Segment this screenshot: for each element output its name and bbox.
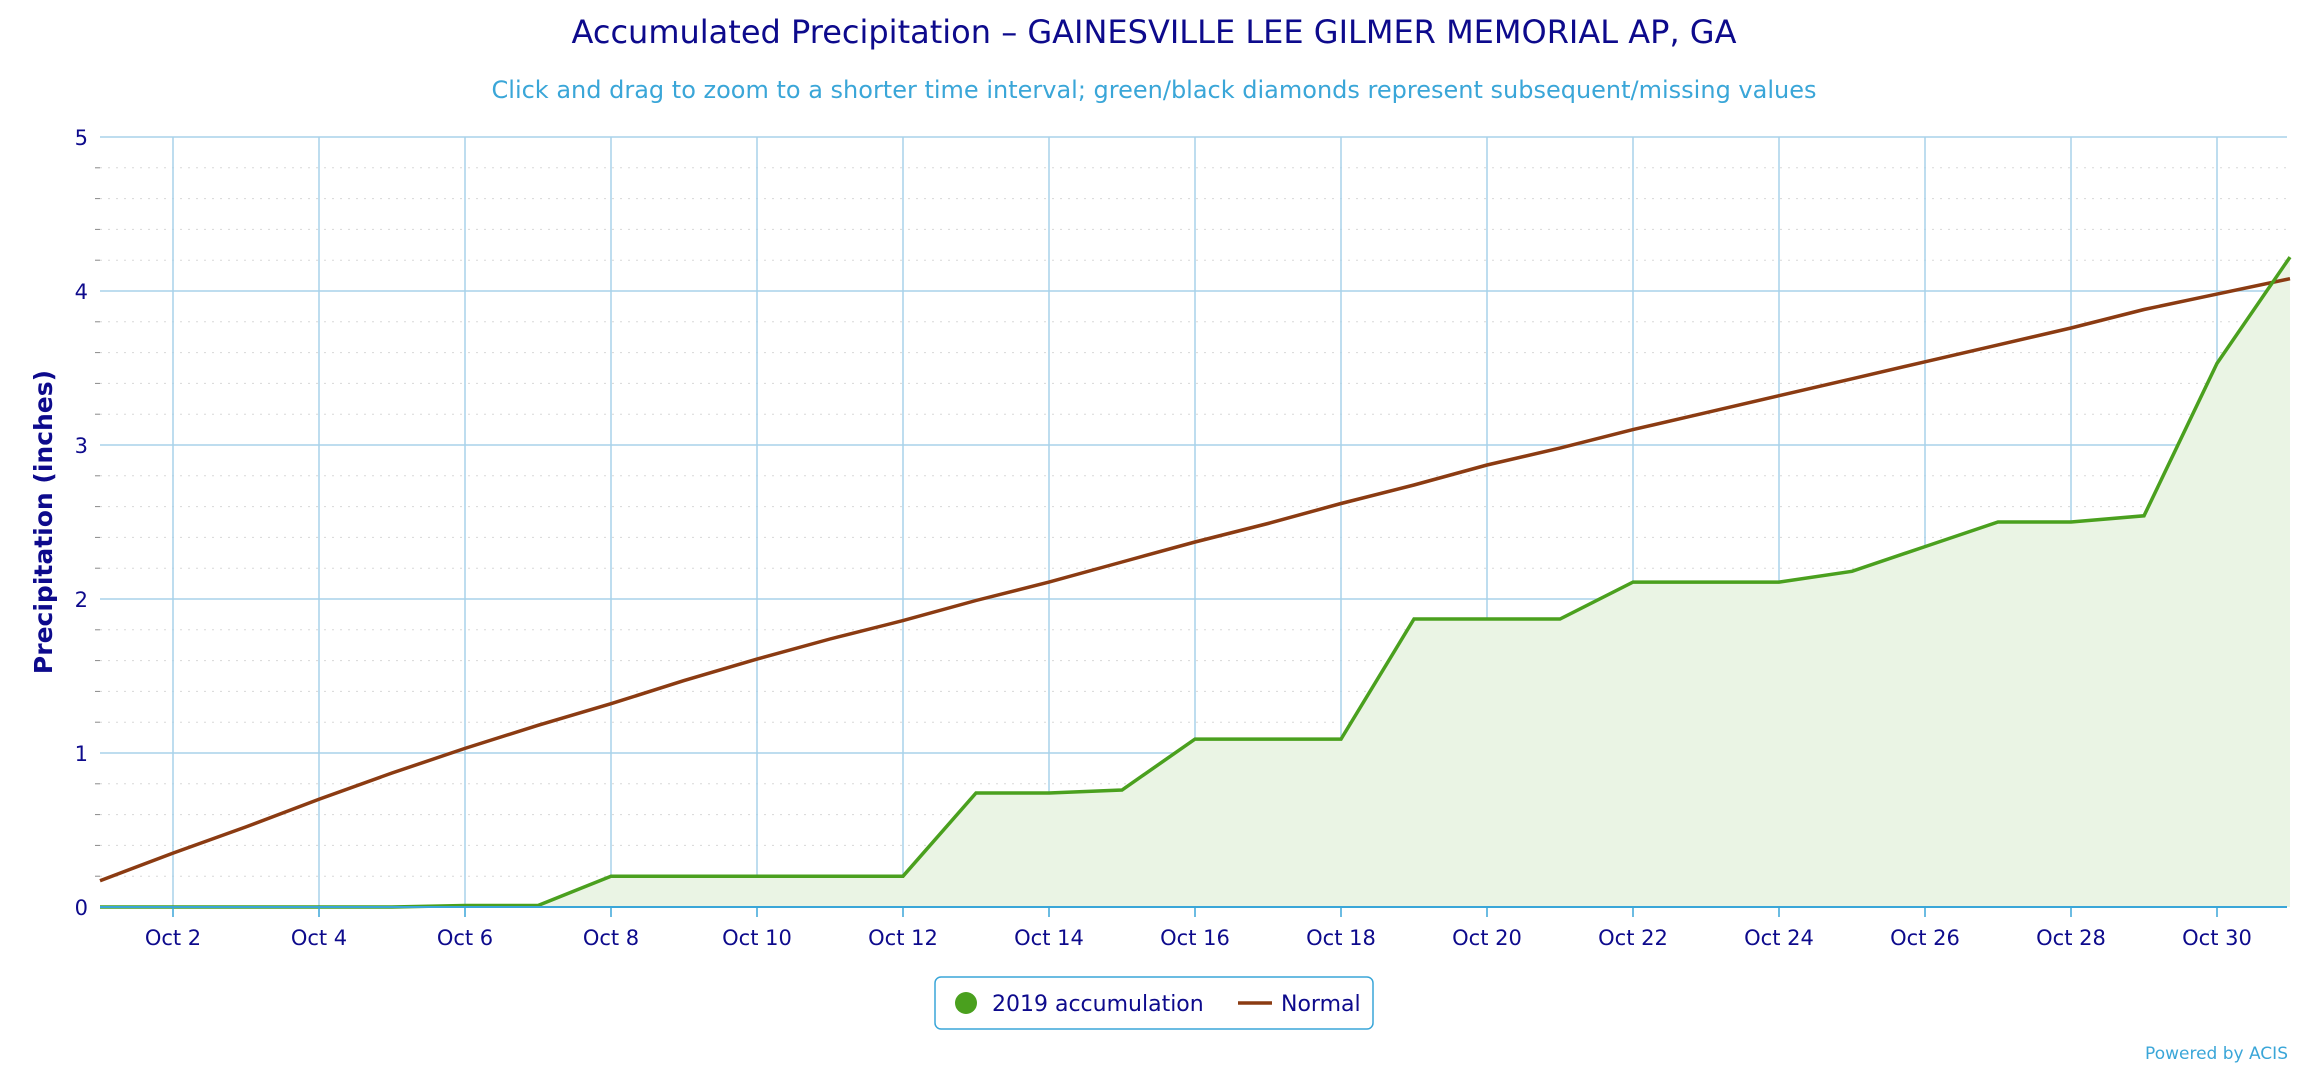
minor-gridlines [95, 167, 2287, 877]
x-axis-ticks: Oct 2 Oct 4 Oct 6 Oct 8 Oct 10 Oct 12 Oct 14 Oc… [145, 907, 2252, 950]
powered-by-credit[interactable]: Powered by ACIS [2145, 1044, 2288, 1064]
x-tick-label: Oct 24 [1744, 926, 1814, 950]
legend-marker-2019 [955, 992, 977, 1014]
x-tick-label: Oct 2 [145, 926, 201, 950]
y-tick-label: 5 [75, 126, 88, 150]
legend[interactable]: 2019 accumulation Normal [934, 976, 1374, 1030]
legend-label-normal: Normal [1281, 992, 1361, 1017]
legend-item-2019[interactable]: 2019 accumulation [955, 992, 1204, 1017]
chart-subtitle: Click and drag to zoom to a shorter time… [492, 76, 1817, 104]
x-tick-label: Oct 26 [1890, 926, 1960, 950]
x-tick-label: Oct 12 [868, 926, 938, 950]
x-tick-label: Oct 18 [1306, 926, 1376, 950]
x-tick-label: Oct 14 [1014, 926, 1084, 950]
y-tick-label: 1 [75, 742, 88, 766]
x-tick-label: Oct 16 [1160, 926, 1230, 950]
x-tick-label: Oct 28 [2036, 926, 2106, 950]
y-tick-label: 2 [75, 588, 88, 612]
series-2019-accumulation-line[interactable] [100, 256, 2292, 909]
x-tick-label: Oct 20 [1452, 926, 1522, 950]
y-tick-label: 4 [75, 280, 88, 304]
x-tick-label: Oct 10 [722, 926, 792, 950]
x-tick-label: Oct 6 [437, 926, 493, 950]
x-tick-label: Oct 8 [583, 926, 639, 950]
legend-item-normal[interactable]: Normal [1238, 992, 1361, 1017]
series-2019-accumulation-area [100, 257, 2290, 908]
chart-title: Accumulated Precipitation – GAINESVILLE … [572, 13, 1737, 51]
y-axis-ticks: 0 1 2 3 4 5 [75, 126, 88, 920]
y-axis-label: Precipitation (inches) [29, 370, 58, 674]
x-tick-label: Oct 22 [1598, 926, 1668, 950]
series-normal-line[interactable] [99, 276, 2291, 883]
y-tick-label: 0 [75, 896, 88, 920]
legend-box [934, 976, 1374, 1030]
x-tick-label: Oct 30 [2182, 926, 2252, 950]
x-tick-label: Oct 4 [291, 926, 347, 950]
y-tick-label: 3 [75, 434, 88, 458]
legend-label-2019: 2019 accumulation [992, 992, 1204, 1017]
